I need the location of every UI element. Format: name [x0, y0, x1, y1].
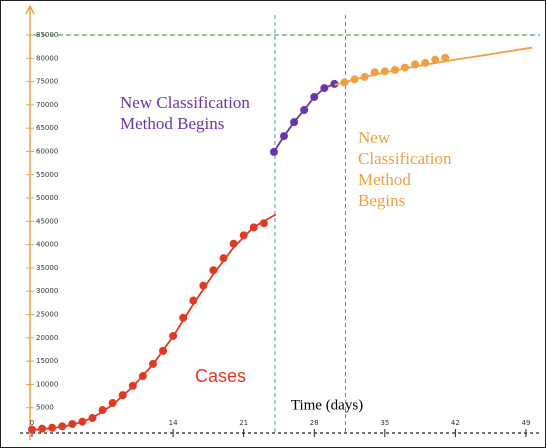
- y-tick-label: 25000: [36, 311, 58, 319]
- data-point: [148, 359, 157, 368]
- data-point: [259, 219, 268, 228]
- data-point: [370, 68, 379, 77]
- data-point: [179, 313, 188, 322]
- data-point: [28, 425, 36, 434]
- fit-curve: [31, 213, 277, 431]
- data-point: [421, 58, 430, 67]
- fit-curve: [273, 83, 335, 153]
- data-point: [441, 53, 450, 62]
- data-point: [38, 424, 47, 433]
- data-point: [400, 63, 409, 72]
- y-tick-label: 20000: [36, 334, 58, 342]
- data-point: [290, 118, 299, 127]
- y-tick-label: 85000: [36, 31, 58, 39]
- data-point: [229, 239, 238, 248]
- y-tick-label: 5000: [36, 404, 54, 412]
- data-point: [209, 266, 218, 275]
- y-tick-label: 75000: [36, 78, 58, 86]
- x-tick-label: 28: [310, 419, 319, 427]
- data-point: [269, 147, 278, 156]
- data-point: [98, 406, 107, 415]
- data-point: [411, 60, 420, 69]
- y-tick-label: 15000: [36, 357, 58, 365]
- annotation: New Classification Method Begins: [120, 93, 250, 133]
- y-tick-label: 50000: [36, 194, 58, 202]
- x-tick-label: 14: [169, 419, 178, 427]
- x-tick-label: 35: [380, 419, 389, 427]
- y-tick-label: 55000: [36, 171, 58, 179]
- annotation: Cases: [195, 366, 247, 386]
- data-point: [320, 84, 329, 93]
- x-tick-label: 49: [521, 419, 530, 427]
- y-tick-label: 60000: [36, 147, 58, 155]
- data-point: [159, 346, 168, 355]
- data-point: [249, 223, 258, 232]
- data-point: [199, 281, 208, 290]
- data-point: [300, 105, 309, 114]
- data-point: [128, 381, 137, 390]
- data-point: [88, 413, 97, 422]
- data-point: [219, 254, 228, 263]
- data-point: [138, 372, 147, 381]
- data-point: [58, 422, 67, 431]
- y-tick-label: 80000: [36, 54, 58, 62]
- x-tick-label: 0: [30, 419, 34, 427]
- data-point: [239, 231, 248, 240]
- y-tick-label: 10000: [36, 380, 58, 388]
- y-tick-label: 65000: [36, 124, 58, 132]
- y-tick-label: 45000: [36, 217, 58, 225]
- y-tick-label: 40000: [36, 241, 58, 249]
- data-point: [310, 92, 319, 101]
- data-point: [68, 420, 77, 429]
- x-tick-label: 21: [239, 419, 248, 427]
- data-point: [330, 79, 339, 88]
- data-point: [118, 391, 127, 400]
- data-point: [431, 55, 440, 64]
- y-axis-arrow: [25, 4, 35, 15]
- data-point: [390, 65, 399, 74]
- data-point: [350, 75, 359, 84]
- data-point: [78, 417, 87, 426]
- data-point: [108, 399, 117, 408]
- y-tick-label: 30000: [36, 287, 58, 295]
- data-point: [340, 78, 349, 87]
- data-point: [189, 296, 198, 305]
- data-point: [380, 67, 389, 76]
- x-tick-label: 42: [451, 419, 460, 427]
- data-point: [360, 72, 369, 81]
- y-tick-label: 70000: [36, 101, 58, 109]
- x-axis-label: Time (days): [291, 397, 363, 413]
- annotation: New Classification Method Begins: [358, 128, 452, 210]
- y-tick-label: 35000: [36, 264, 58, 272]
- data-point: [169, 331, 178, 340]
- data-point: [48, 423, 57, 432]
- data-point: [280, 132, 289, 141]
